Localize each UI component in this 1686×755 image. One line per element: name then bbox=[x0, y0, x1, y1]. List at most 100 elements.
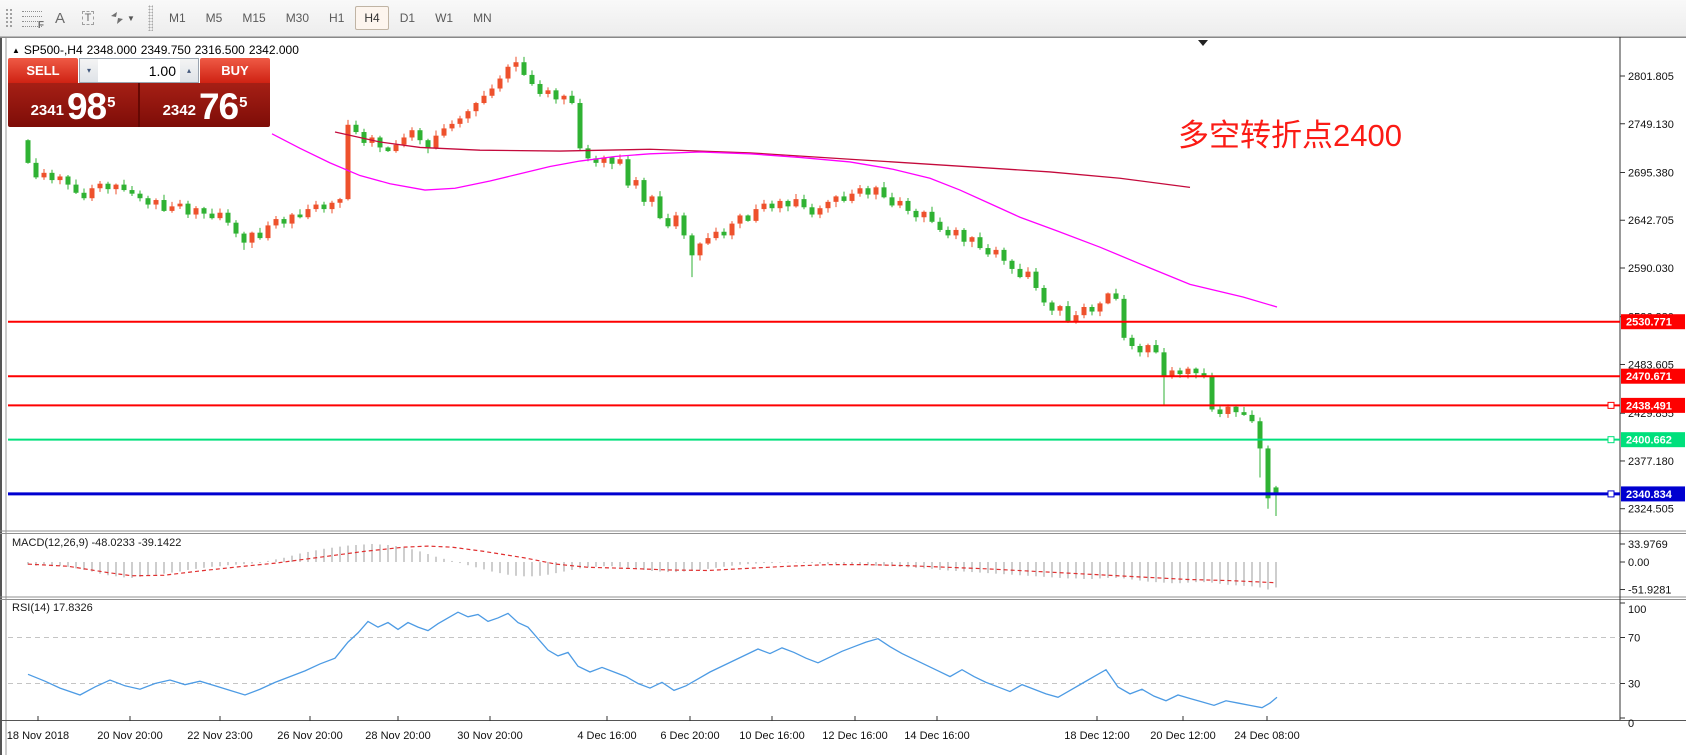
rsi-axis: 100 70 30 0 bbox=[1620, 602, 1646, 730]
svg-text:-51.9281: -51.9281 bbox=[1628, 585, 1671, 597]
ohlc-open: 2348.000 bbox=[86, 43, 137, 57]
buy-price-big: 76 bbox=[198, 86, 239, 127]
sell-quote[interactable]: 2341 98 5 bbox=[8, 83, 140, 127]
ma-slow-line bbox=[334, 131, 1191, 188]
timeframe-buttons: M1 M5 M15 M30 H1 H4 D1 W1 MN bbox=[159, 6, 502, 30]
text-tool-icon: A bbox=[54, 9, 65, 27]
buy-button[interactable]: BUY bbox=[200, 58, 270, 83]
ohlc-high: 2349.750 bbox=[140, 43, 191, 57]
ohlc-low: 2316.500 bbox=[194, 43, 245, 57]
scroll-shift-marker bbox=[1198, 40, 1208, 46]
buy-price-sup: 5 bbox=[239, 94, 248, 111]
volume-increase-button[interactable]: ▴ bbox=[180, 59, 198, 82]
svg-text:20 Nov 20:00: 20 Nov 20:00 bbox=[97, 730, 162, 742]
tab-timeframe-M15[interactable]: M15 bbox=[242, 11, 266, 25]
volume-decrease-button[interactable]: ▾ bbox=[80, 59, 98, 82]
toolbar-separator bbox=[148, 5, 153, 31]
macd-signal-line bbox=[27, 545, 1277, 584]
tab-timeframe-M5[interactable]: M5 bbox=[205, 11, 223, 25]
tab-timeframe-M1[interactable]: M1 bbox=[169, 11, 186, 25]
rsi-line bbox=[27, 611, 1278, 709]
chart-window[interactable]: ▲ SP500-,H4 2348.000 2349.750 2316.500 2… bbox=[0, 37, 1686, 755]
svg-text:26 Nov 20:00: 26 Nov 20:00 bbox=[277, 730, 342, 742]
sell-price-prefix: 2341 bbox=[30, 102, 64, 119]
price-axis: 2801.805 2749.130 2695.380 2642.705 2590.030… bbox=[1620, 71, 1674, 516]
fibonacci-tool-button[interactable]: F bbox=[18, 5, 46, 31]
arrows-icon bbox=[111, 12, 124, 24]
sell-price-big: 98 bbox=[66, 86, 107, 127]
svg-text:18 Nov 2018: 18 Nov 2018 bbox=[7, 730, 69, 742]
svg-text:28 Nov 20:00: 28 Nov 20:00 bbox=[365, 730, 430, 742]
tab-timeframe-H1[interactable]: H1 bbox=[329, 11, 345, 25]
svg-text:2590.030: 2590.030 bbox=[1628, 263, 1674, 275]
svg-text:30: 30 bbox=[1628, 679, 1640, 691]
tab-timeframe-W1[interactable]: W1 bbox=[435, 11, 454, 25]
macd-indicator-label: MACD(12,26,9) -48.0233 -39.1422 bbox=[12, 537, 182, 549]
one-click-trade-panel: SELL ▾ ▴ BUY 2341 98 5 2342 76 5 bbox=[8, 58, 270, 127]
buy-quote[interactable]: 2342 76 5 bbox=[140, 83, 270, 127]
svg-text:10 Dec 16:00: 10 Dec 16:00 bbox=[739, 730, 804, 742]
svg-text:2695.380: 2695.380 bbox=[1628, 167, 1674, 179]
sell-button[interactable]: SELL bbox=[8, 58, 78, 83]
svg-text:100: 100 bbox=[1628, 604, 1646, 616]
ohlc-close: 2342.000 bbox=[248, 43, 299, 57]
price-chart-canvas[interactable]: 2801.805 2749.130 2695.380 2642.705 2590.030… bbox=[0, 37, 1686, 755]
svg-text:2483.605: 2483.605 bbox=[1628, 359, 1674, 371]
fibonacci-icon: F bbox=[22, 9, 44, 31]
volume-input[interactable] bbox=[98, 59, 180, 82]
pane-separators bbox=[0, 37, 1686, 721]
collapse-panel-icon[interactable]: ▲ bbox=[12, 45, 20, 55]
svg-text:2642.705: 2642.705 bbox=[1628, 215, 1674, 227]
tab-timeframe-M30[interactable]: M30 bbox=[285, 11, 310, 25]
svg-text:24 Dec 08:00: 24 Dec 08:00 bbox=[1234, 730, 1299, 742]
svg-text:2377.180: 2377.180 bbox=[1628, 456, 1674, 468]
window-frame bbox=[0, 37, 1686, 755]
chevron-down-icon: ▼ bbox=[127, 13, 135, 23]
svg-text:0.00: 0.00 bbox=[1628, 557, 1649, 569]
volume-stepper: ▾ ▴ bbox=[79, 58, 199, 83]
svg-text:2801.805: 2801.805 bbox=[1628, 71, 1674, 83]
rsi-indicator-label: RSI(14) 17.8326 bbox=[12, 602, 93, 614]
tab-timeframe-MN[interactable]: MN bbox=[473, 11, 492, 25]
text-tool-button[interactable]: A bbox=[46, 5, 74, 31]
buy-price-prefix: 2342 bbox=[162, 102, 196, 119]
svg-text:2438.491: 2438.491 bbox=[1626, 400, 1672, 412]
time-axis: 18 Nov 2018 20 Nov 20:00 22 Nov 23:00 26 No… bbox=[7, 716, 1300, 742]
tab-timeframe-D1[interactable]: D1 bbox=[399, 11, 416, 25]
arrows-tool-button[interactable]: ▼ bbox=[102, 5, 142, 31]
svg-text:22 Nov 23:00: 22 Nov 23:00 bbox=[187, 730, 252, 742]
svg-text:2749.130: 2749.130 bbox=[1628, 119, 1674, 131]
svg-text:2340.834: 2340.834 bbox=[1626, 489, 1673, 501]
svg-text:33.9769: 33.9769 bbox=[1628, 539, 1668, 551]
svg-text:14 Dec 16:00: 14 Dec 16:00 bbox=[904, 730, 969, 742]
chart-toolbar: F A T ▼ M1 M5 M15 M30 H1 H4 D1 W1 MN bbox=[0, 0, 1686, 37]
svg-text:30 Nov 20:00: 30 Nov 20:00 bbox=[457, 730, 522, 742]
horizontal-lines bbox=[8, 320, 1620, 498]
rsi-level-lines bbox=[8, 637, 1620, 684]
tab-timeframe-H4[interactable]: H4 bbox=[355, 6, 389, 30]
svg-text:2470.671: 2470.671 bbox=[1626, 371, 1672, 383]
candlesticks bbox=[25, 56, 1279, 516]
svg-text:20 Dec 12:00: 20 Dec 12:00 bbox=[1150, 730, 1215, 742]
macd-axis: 33.9769 0.00 -51.9281 bbox=[1620, 539, 1671, 597]
ma-fast-line bbox=[271, 133, 1278, 308]
symbol-header: ▲ SP500-,H4 2348.000 2349.750 2316.500 2… bbox=[12, 43, 299, 57]
svg-text:0: 0 bbox=[1628, 718, 1634, 730]
svg-text:2400.662: 2400.662 bbox=[1626, 435, 1672, 447]
svg-text:70: 70 bbox=[1628, 633, 1640, 645]
svg-text:4 Dec 16:00: 4 Dec 16:00 bbox=[577, 730, 636, 742]
label-tool-icon: T bbox=[81, 11, 95, 25]
svg-text:2530.771: 2530.771 bbox=[1626, 317, 1672, 329]
svg-text:6 Dec 20:00: 6 Dec 20:00 bbox=[660, 730, 719, 742]
macd-histogram bbox=[27, 543, 1277, 590]
svg-text:18 Dec 12:00: 18 Dec 12:00 bbox=[1064, 730, 1129, 742]
svg-text:2324.505: 2324.505 bbox=[1628, 504, 1674, 516]
sell-price-sup: 5 bbox=[107, 94, 116, 111]
label-tool-button[interactable]: T bbox=[74, 5, 102, 31]
chart-annotation-text: 多空转折点2400 bbox=[1178, 118, 1402, 153]
toolbar-drag-handle[interactable] bbox=[4, 7, 14, 29]
svg-text:12 Dec 16:00: 12 Dec 16:00 bbox=[822, 730, 887, 742]
symbol-name: SP500-,H4 bbox=[23, 43, 83, 57]
price-line-labels: 2530.771 2470.671 2438.491 2400.662 2340.834 bbox=[1621, 314, 1685, 502]
